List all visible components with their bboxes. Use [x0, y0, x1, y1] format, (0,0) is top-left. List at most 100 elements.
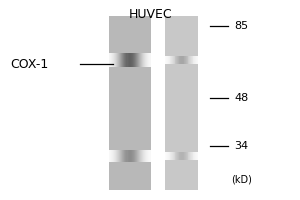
Bar: [149, 150, 151, 162]
Bar: [172, 56, 173, 64]
Bar: [175, 56, 176, 64]
Bar: [117, 150, 118, 162]
Bar: [142, 53, 143, 67]
Bar: [170, 152, 171, 160]
Bar: [148, 150, 149, 162]
Bar: [189, 152, 190, 160]
Bar: [119, 150, 120, 162]
Text: 48: 48: [234, 93, 248, 103]
Bar: [109, 53, 110, 67]
Bar: [123, 150, 124, 162]
Bar: [181, 56, 182, 64]
Bar: [124, 150, 125, 162]
Bar: [109, 150, 110, 162]
Bar: [119, 53, 120, 67]
Bar: [143, 53, 144, 67]
Bar: [142, 150, 143, 162]
Bar: [194, 56, 195, 64]
Bar: [179, 56, 180, 64]
Bar: [144, 53, 145, 67]
Bar: [196, 56, 197, 64]
Bar: [127, 53, 128, 67]
Bar: [192, 56, 193, 64]
Bar: [168, 56, 169, 64]
Bar: [186, 152, 187, 160]
Bar: [178, 56, 179, 64]
Bar: [135, 150, 136, 162]
Bar: [183, 152, 184, 160]
Bar: [169, 152, 170, 160]
Bar: [137, 150, 138, 162]
Bar: [130, 150, 132, 162]
Bar: [122, 53, 123, 67]
Bar: [180, 152, 181, 160]
Bar: [129, 150, 130, 162]
Bar: [147, 53, 148, 67]
Bar: [144, 150, 145, 162]
Bar: [182, 56, 183, 64]
Bar: [113, 150, 114, 162]
Text: COX-1: COX-1: [11, 58, 49, 71]
Bar: [115, 53, 116, 67]
Bar: [172, 152, 173, 160]
Bar: [141, 53, 142, 67]
Bar: [140, 53, 141, 67]
Bar: [145, 53, 146, 67]
Bar: [166, 152, 167, 160]
Bar: [129, 53, 130, 67]
Bar: [190, 56, 191, 64]
Bar: [193, 152, 194, 160]
Bar: [133, 53, 134, 67]
Bar: [148, 53, 149, 67]
Bar: [138, 150, 139, 162]
Bar: [190, 152, 191, 160]
Bar: [174, 56, 175, 64]
Bar: [167, 56, 168, 64]
Bar: [111, 53, 112, 67]
Bar: [192, 152, 193, 160]
Bar: [113, 53, 114, 67]
Bar: [173, 56, 174, 64]
Bar: [186, 56, 187, 64]
Bar: [125, 150, 127, 162]
Bar: [110, 150, 111, 162]
Bar: [185, 152, 186, 160]
Bar: [139, 53, 140, 67]
Bar: [184, 56, 185, 64]
Bar: [176, 152, 177, 160]
Text: HUVEC: HUVEC: [129, 8, 172, 21]
Bar: [140, 150, 141, 162]
Bar: [132, 53, 133, 67]
Bar: [135, 53, 136, 67]
Bar: [120, 53, 121, 67]
Bar: [132, 150, 133, 162]
Bar: [178, 152, 179, 160]
Bar: [117, 53, 118, 67]
Bar: [128, 150, 129, 162]
Bar: [166, 16, 198, 190]
Bar: [181, 152, 182, 160]
Bar: [174, 152, 175, 160]
Bar: [118, 150, 119, 162]
Text: (kD): (kD): [231, 175, 252, 185]
Bar: [125, 53, 127, 67]
Bar: [120, 150, 121, 162]
Bar: [166, 56, 167, 64]
Bar: [146, 150, 147, 162]
Bar: [127, 150, 128, 162]
Bar: [191, 152, 192, 160]
Bar: [193, 56, 194, 64]
Bar: [147, 150, 148, 162]
Bar: [110, 53, 111, 67]
Bar: [175, 152, 176, 160]
Bar: [138, 53, 139, 67]
Bar: [141, 150, 142, 162]
Bar: [112, 150, 113, 162]
Bar: [185, 56, 186, 64]
Bar: [196, 152, 197, 160]
Bar: [114, 150, 115, 162]
Bar: [170, 56, 171, 64]
Bar: [121, 150, 122, 162]
Bar: [189, 56, 190, 64]
Bar: [187, 152, 188, 160]
